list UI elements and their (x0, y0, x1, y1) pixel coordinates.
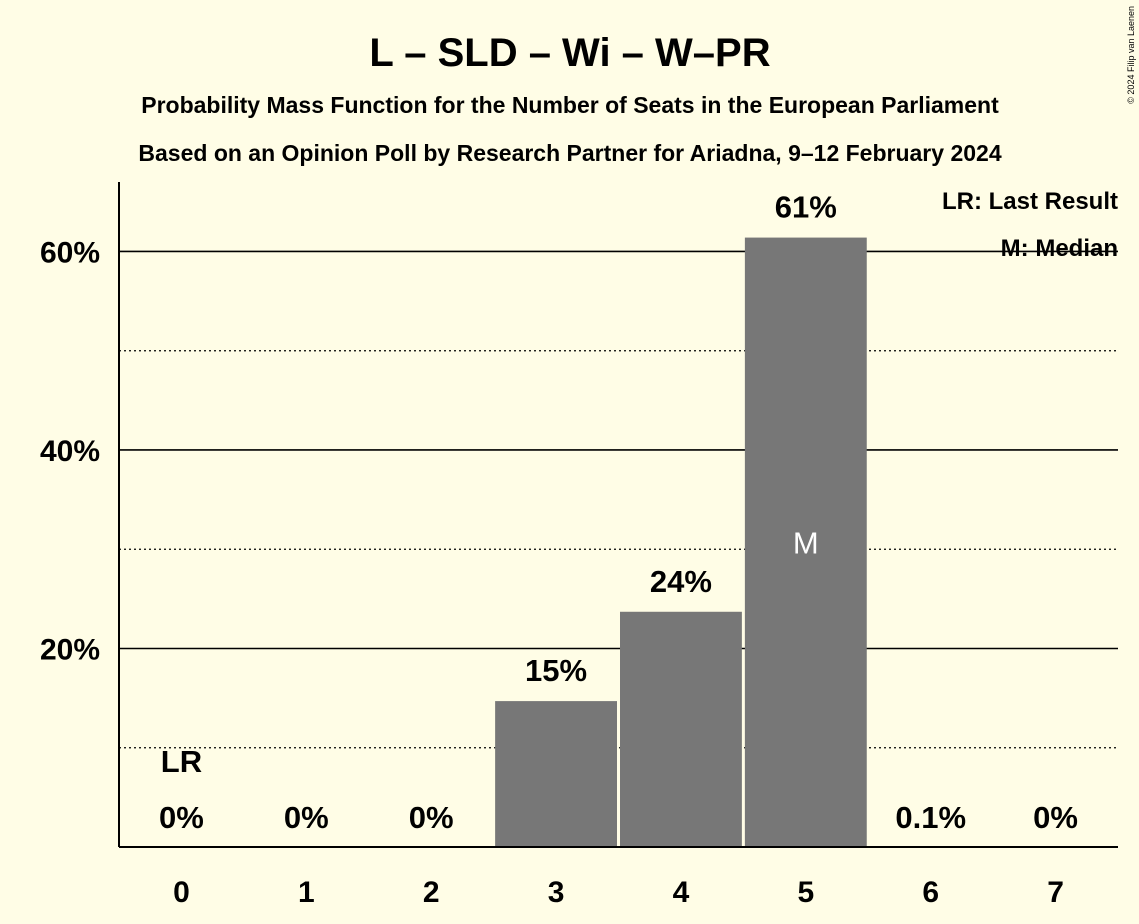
median-marker: M (793, 525, 819, 560)
x-tick-label: 1 (298, 876, 315, 909)
data-label: 0% (409, 800, 454, 835)
chart-title: L – SLD – Wi – W–PR (369, 31, 770, 75)
x-tick-label: 7 (1047, 876, 1064, 909)
x-tick-label: 5 (797, 876, 814, 909)
chart-source: Based on an Opinion Poll by Research Par… (138, 140, 1001, 166)
data-label: 61% (775, 190, 837, 225)
y-tick-label: 20% (40, 633, 100, 666)
x-tick-label: 4 (673, 876, 690, 909)
data-label: 0% (1033, 800, 1078, 835)
gridlines (119, 250, 1118, 749)
bar-4 (620, 611, 742, 847)
y-tick-label: 40% (40, 435, 100, 468)
last-result-marker: LR (161, 744, 202, 779)
x-tick-label: 2 (423, 876, 440, 909)
x-tick-label: 6 (922, 876, 939, 909)
data-label: 0% (159, 800, 204, 835)
bar-3 (495, 701, 617, 847)
legend-last-result: LR: Last Result (942, 188, 1118, 215)
data-labels: 0% 0% 0% 15% 24% 61% 0.1% 0% LR M (159, 190, 1078, 835)
data-label: 15% (525, 653, 587, 688)
bars (495, 237, 992, 847)
data-label: 0.1% (895, 800, 966, 835)
chart-subtitle: Probability Mass Function for the Number… (141, 92, 999, 118)
x-tick-label: 0 (173, 876, 190, 909)
copyright-note: © 2024 Filip van Laenen (1126, 6, 1136, 104)
data-label: 24% (650, 564, 712, 599)
x-tick-label: 3 (548, 876, 565, 909)
bar-5 (744, 237, 867, 847)
y-tick-label: 60% (40, 236, 100, 269)
legend-median: M: Median (1001, 235, 1118, 262)
data-label: 0% (284, 800, 329, 835)
axes: 20% 40% 60% 0 1 2 3 4 5 6 7 (40, 182, 1118, 909)
